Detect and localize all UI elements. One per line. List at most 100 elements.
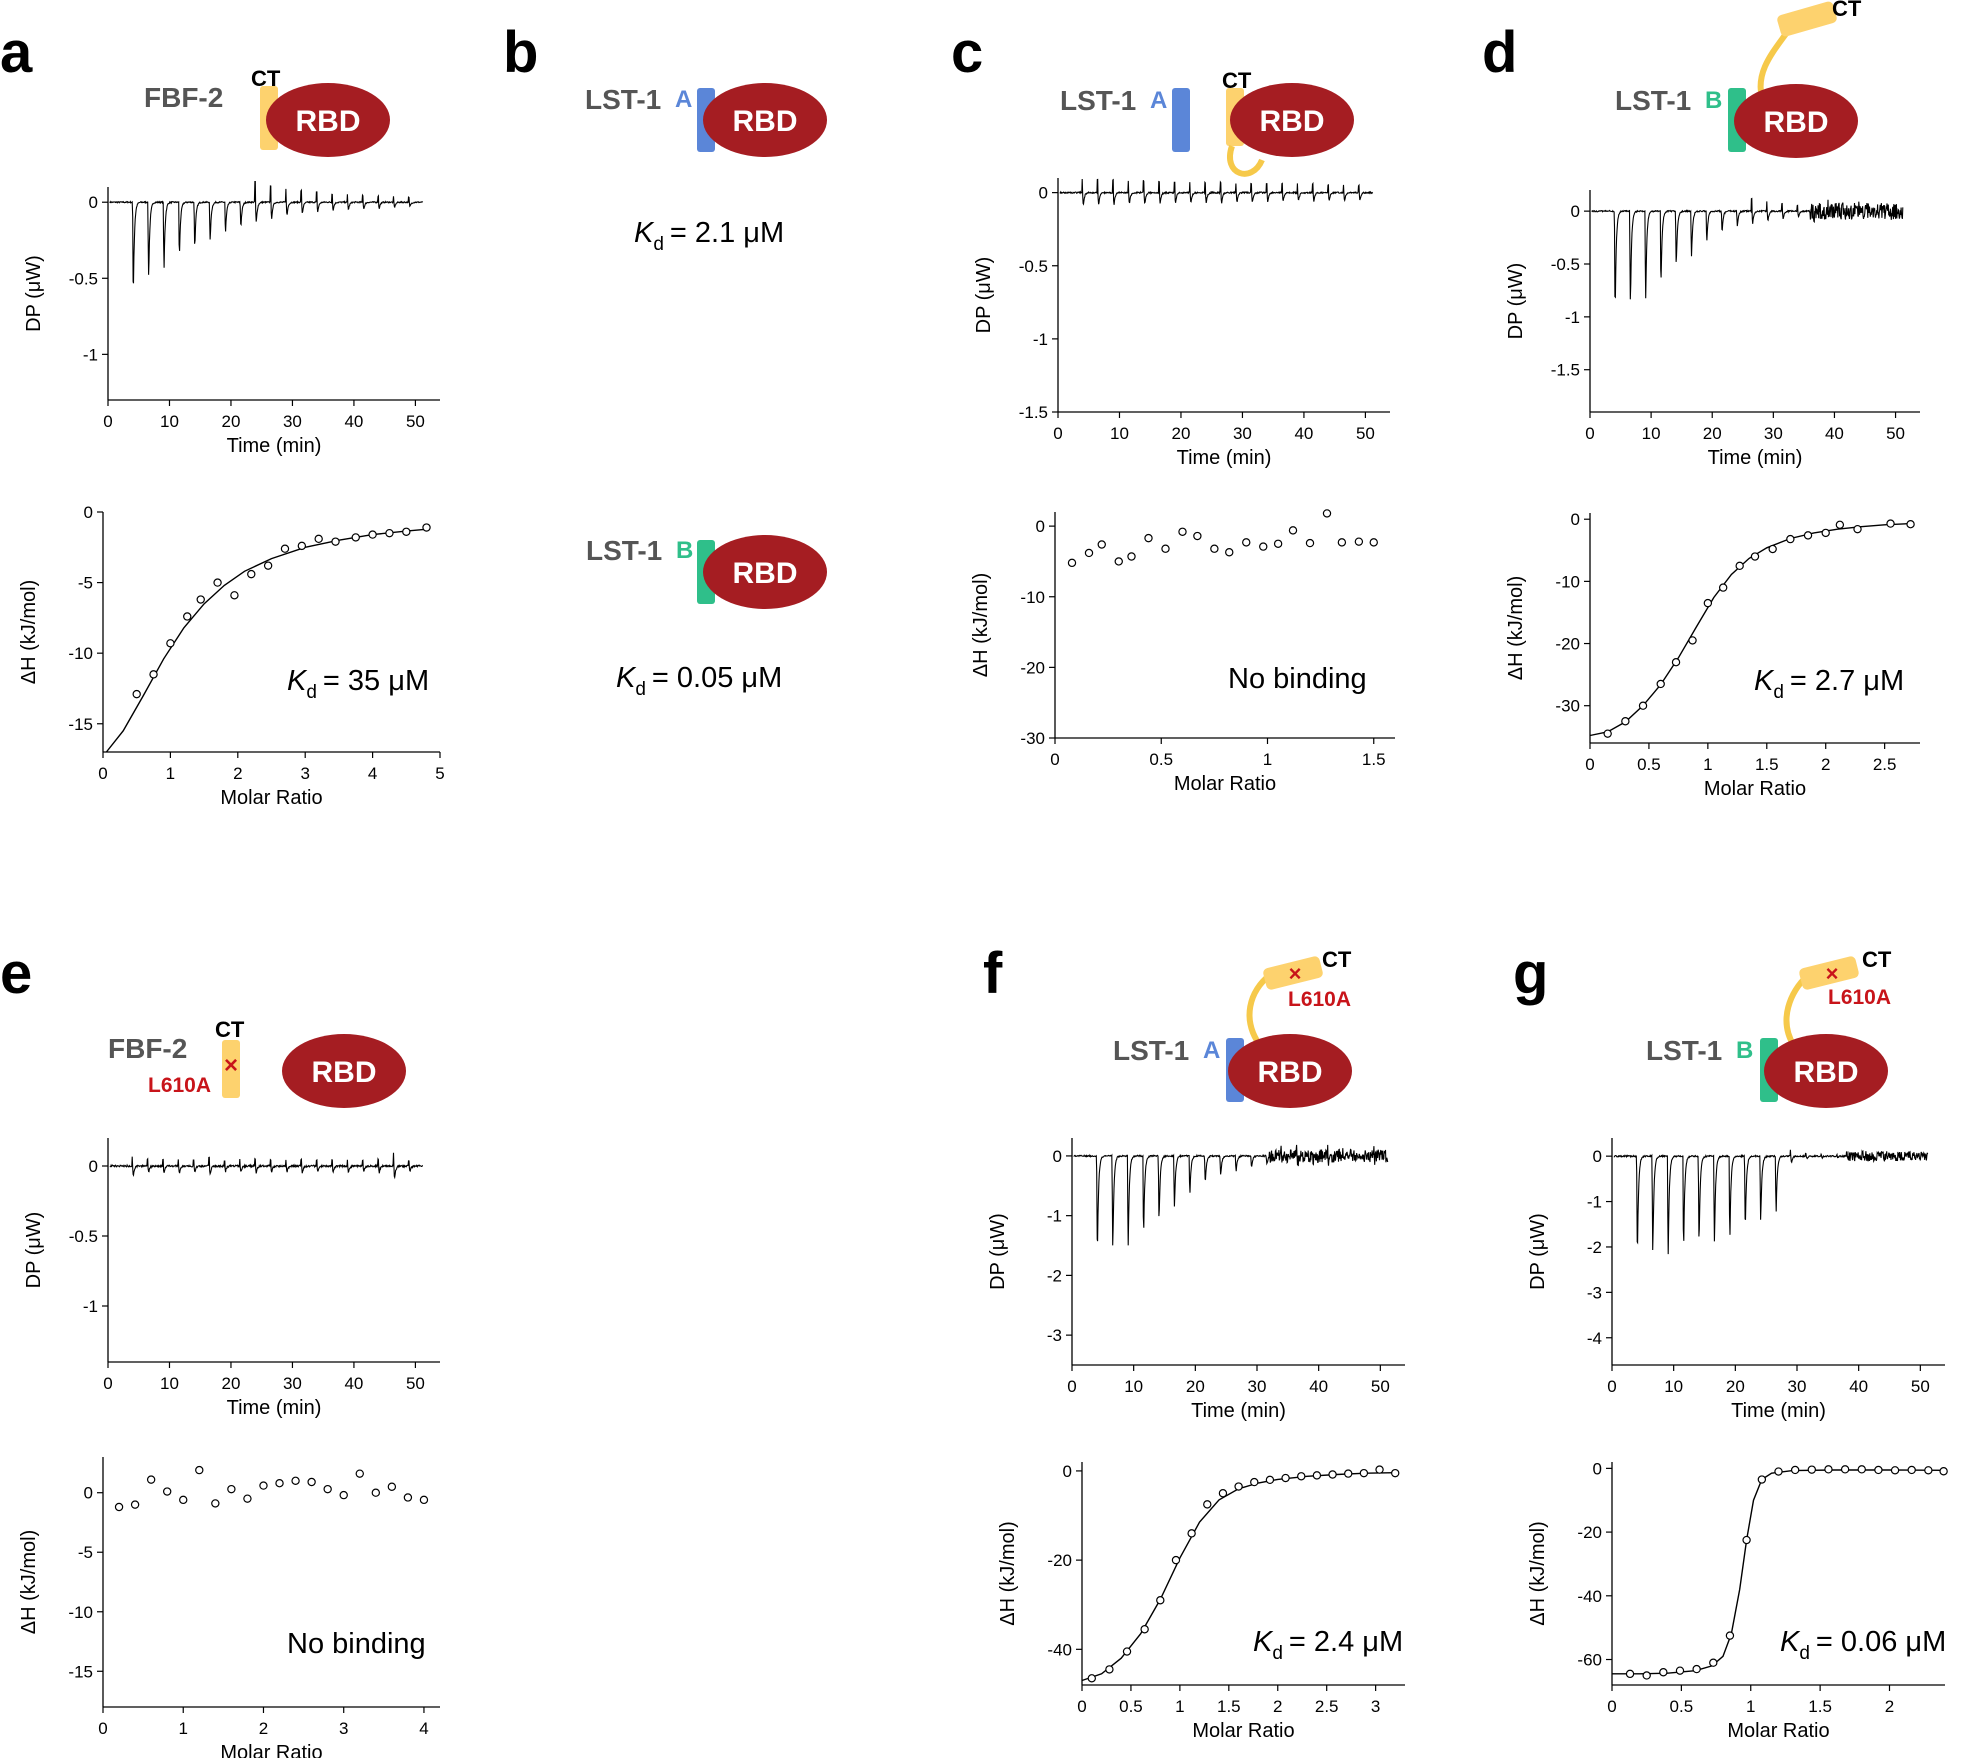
y-tick-label: -1 xyxy=(1047,1207,1062,1226)
data-point xyxy=(259,1481,268,1490)
data-point xyxy=(1359,1468,1369,1478)
data-point xyxy=(1659,1668,1668,1677)
data-point xyxy=(387,1482,397,1491)
data-point xyxy=(422,523,431,532)
data-point xyxy=(1312,1471,1322,1480)
x-axis-label: Molar Ratio xyxy=(1727,1720,1829,1742)
rbd-domain xyxy=(266,83,390,157)
y-tick-label: 0 xyxy=(1039,184,1048,203)
y-tick-label: -1 xyxy=(1033,330,1048,349)
data-point xyxy=(1127,552,1136,561)
x-tick-label: 50 xyxy=(1371,1377,1390,1396)
kd-annotation-b: Kd = 0.05 μM xyxy=(616,662,782,700)
protein-label: LST-1 xyxy=(1060,85,1136,116)
protein-label-b: LST-1 xyxy=(586,535,662,566)
x-axis-label: Time (min) xyxy=(1177,447,1272,469)
data-point xyxy=(1178,527,1187,536)
result-text: No binding xyxy=(287,1628,426,1660)
thermogram-trace xyxy=(1073,1144,1389,1246)
x-tick-label: 1 xyxy=(166,764,175,783)
rbd-label: RBD xyxy=(1794,1056,1859,1089)
x-tick-label: 3 xyxy=(1371,1697,1380,1716)
data-point xyxy=(1786,534,1795,544)
kd-annotation: Kd = 0.06 μM xyxy=(1780,1626,1946,1664)
x-axis-label: Time (min) xyxy=(1708,447,1803,469)
y-tick-label: 0 xyxy=(1063,1462,1072,1481)
x-axis-label: Molar Ratio xyxy=(220,787,322,809)
data-point xyxy=(1853,524,1862,534)
data-point xyxy=(1322,509,1332,518)
rbd-label: RBD xyxy=(733,557,798,590)
data-point xyxy=(1234,1482,1243,1491)
y-tick-label: -20 xyxy=(1577,1523,1602,1542)
y-tick-label: -5 xyxy=(78,1543,93,1562)
data-point xyxy=(1642,1671,1651,1680)
data-point xyxy=(1718,583,1728,592)
x-axis-label: Time (min) xyxy=(1731,1400,1826,1422)
y-tick-label: -20 xyxy=(1555,635,1580,654)
panel-letter-f: f xyxy=(983,941,1003,1006)
data-point xyxy=(1161,544,1170,553)
motif-b-label: B xyxy=(1736,1037,1753,1064)
x-tick-label: 0 xyxy=(103,1374,112,1393)
data-point xyxy=(1171,1555,1181,1565)
x-tick-label: 50 xyxy=(406,1374,425,1393)
x-tick-label: 50 xyxy=(1911,1377,1930,1396)
data-point xyxy=(1750,552,1760,561)
data-point xyxy=(1621,717,1630,726)
y-tick-label: 0 xyxy=(1593,1459,1602,1478)
mutation-label: L610A xyxy=(1828,986,1891,1009)
x-tick-label: 1 xyxy=(1703,755,1712,774)
data-point xyxy=(1097,540,1106,549)
x-axis-label: Time (min) xyxy=(227,1397,322,1419)
data-point xyxy=(1886,519,1895,528)
kd-annotation-a: Kd = 2.1 μM xyxy=(634,217,784,255)
thermogram-trace xyxy=(1059,178,1374,206)
y-tick-label: -5 xyxy=(78,574,93,593)
thermogram-trace xyxy=(1591,197,1904,300)
y-tick-label: -2 xyxy=(1587,1238,1602,1257)
data-point xyxy=(1297,1472,1306,1481)
data-point xyxy=(1122,1647,1132,1656)
ct-helix xyxy=(1263,956,1323,990)
rbd-domain xyxy=(1230,83,1354,157)
isotherm-g: 0 0.5 1 1.5 2 0 -20 -40 -60 Molar Ratio ΔH (kJ/mol… xyxy=(1527,1459,1948,1742)
data-point xyxy=(1273,539,1283,548)
y-tick-label: 0 xyxy=(84,1484,93,1503)
x-tick-label: 3 xyxy=(300,764,309,783)
y-tick-label: -1 xyxy=(1565,308,1580,327)
y-tick-label: -10 xyxy=(1555,572,1580,591)
y-tick-label: -4 xyxy=(1587,1329,1602,1348)
data-point xyxy=(1328,1470,1337,1479)
data-point xyxy=(1156,1596,1165,1605)
data-point xyxy=(1835,520,1845,530)
x-tick-label: 0 xyxy=(98,1719,107,1738)
data-point xyxy=(243,1494,252,1503)
y-tick-label: 0 xyxy=(1571,510,1580,529)
data-point xyxy=(419,1495,429,1505)
data-point xyxy=(1067,558,1077,568)
x-tick-label: 10 xyxy=(160,1374,179,1393)
data-point xyxy=(1742,1535,1751,1545)
data-point xyxy=(1735,561,1744,571)
isotherm-f: 0 0.5 1 1.5 2 2.5 3 0 -20 -40 Molar Ratio ΔH (kJ/mo… xyxy=(997,1462,1405,1742)
panel-letter-b: b xyxy=(503,20,538,85)
data-point xyxy=(211,1499,220,1508)
data-point xyxy=(314,534,323,544)
thermogram-e: 0 10 20 30 40 50 0 -0.5 -1 Time (min) DP (μW) xyxy=(23,1138,440,1419)
x-axis-label: Molar Ratio xyxy=(220,1742,322,1758)
y-axis-label: ΔH (kJ/mol) xyxy=(997,1521,1019,1625)
data-point xyxy=(1391,1468,1400,1478)
x-tick-label: 0 xyxy=(1607,1697,1616,1716)
data-point xyxy=(183,612,192,621)
y-tick-label: -10 xyxy=(68,644,93,663)
y-tick-label: -1.5 xyxy=(1551,361,1580,380)
y-tick-label: -30 xyxy=(1555,697,1580,716)
y-axis-label: DP (μW) xyxy=(23,1212,45,1289)
y-axis-label: DP (μW) xyxy=(23,255,45,332)
data-point xyxy=(323,1484,332,1494)
fit-curve xyxy=(105,528,430,753)
y-tick-label: -3 xyxy=(1047,1326,1062,1345)
rbd-label: RBD xyxy=(1260,105,1325,138)
